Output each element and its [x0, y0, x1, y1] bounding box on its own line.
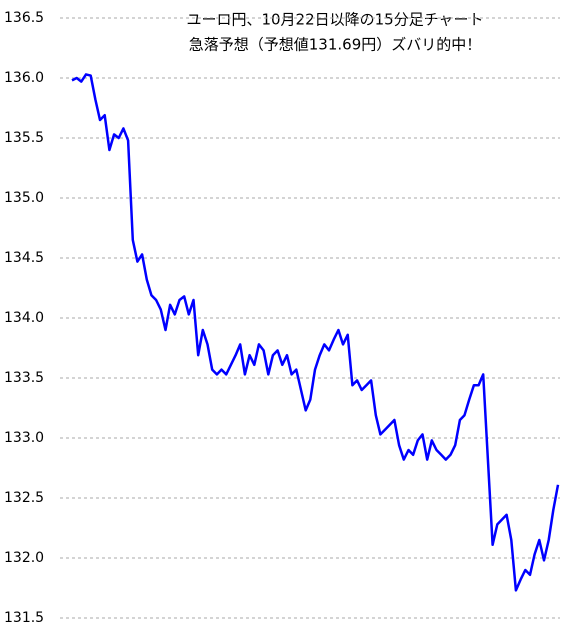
y-tick-label: 135.5: [4, 130, 44, 146]
y-tick-label: 132.0: [4, 550, 44, 566]
y-tick-label: 136.5: [4, 10, 44, 26]
y-tick-label: 133.5: [4, 370, 44, 386]
chart-title: 急落予想（予想値131.69円）ズバリ的中！: [189, 36, 482, 54]
y-tick-label: 136.0: [4, 70, 44, 86]
y-tick-label: 133.0: [4, 430, 44, 446]
y-tick-label: 131.5: [4, 610, 44, 626]
y-tick-label: 134.0: [4, 310, 44, 326]
price-line: [71, 73, 560, 592]
y-tick-label: 135.0: [4, 190, 44, 206]
chart-title: ユーロ円、10月22日以降の15分足チャート: [186, 11, 483, 29]
y-tick-label: 132.5: [4, 490, 44, 506]
y-tick-label: 134.5: [4, 250, 44, 266]
